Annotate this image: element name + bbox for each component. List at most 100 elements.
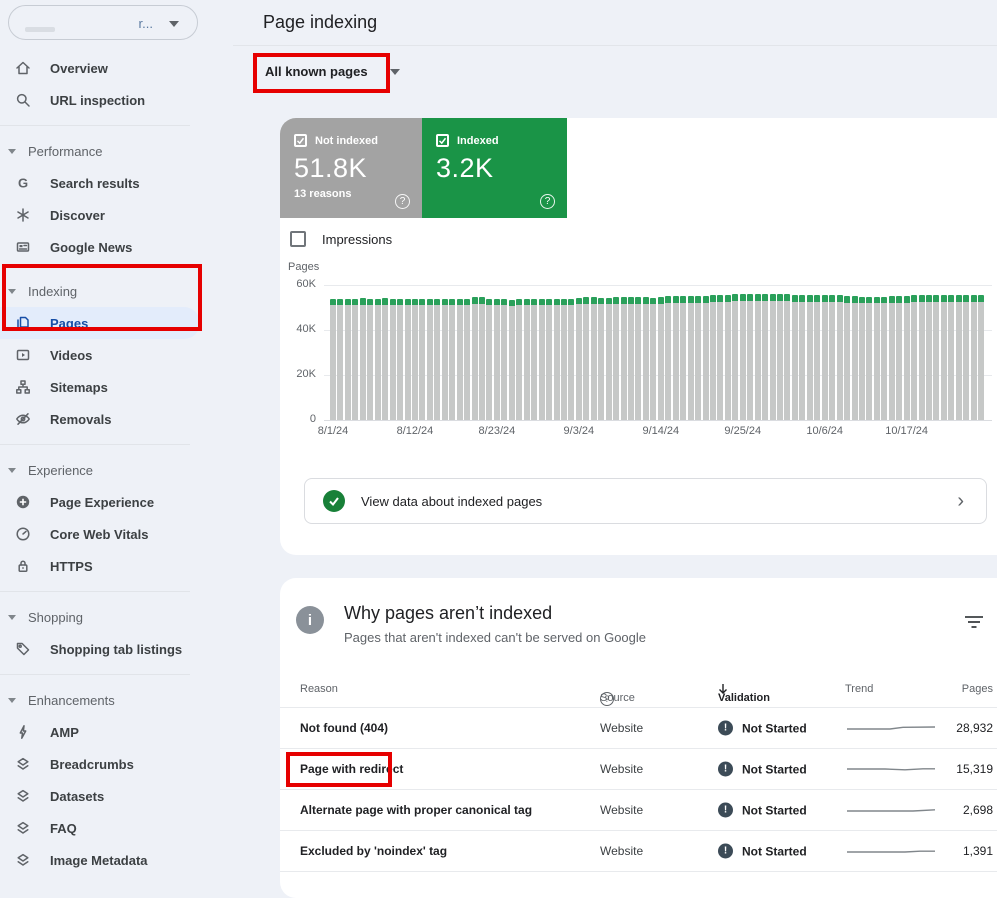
x-tick-label: 8/12/24	[397, 425, 434, 437]
property-selector[interactable]: r...	[8, 5, 198, 40]
chevron-down-icon	[169, 21, 179, 27]
not-indexed-panel: i Why pages aren’t indexed Pages that ar…	[280, 578, 997, 898]
sidebar-item-overview[interactable]: Overview	[0, 52, 233, 84]
sidebar-item-shopping-tab-listings[interactable]: Shopping tab listings	[0, 633, 233, 665]
bar-indexed	[382, 298, 388, 305]
view-indexed-data-button[interactable]: View data about indexed pages ›	[304, 478, 987, 524]
bar-not-indexed	[390, 305, 396, 420]
sidebar-section-indexing[interactable]: Indexing	[0, 275, 233, 307]
sidebar-item-core-web-vitals[interactable]: Core Web Vitals	[0, 518, 233, 550]
sidebar-item-pages[interactable]: Pages	[0, 307, 200, 339]
bar-indexed	[337, 299, 343, 305]
sidebar-item-label: Overview	[50, 61, 108, 76]
table-row-alternate-page-with-proper-canonical-tag[interactable]: Alternate page with proper canonical tag…	[280, 790, 997, 831]
bar-indexed	[777, 294, 783, 301]
bar-indexed	[539, 299, 545, 305]
sidebar-item-label: Videos	[50, 348, 92, 363]
bar-indexed	[762, 294, 768, 301]
table-row-not-found-404[interactable]: Not found (404) Website ! Not Started 28…	[280, 708, 997, 749]
sidebar-item-sitemaps[interactable]: Sitemaps	[0, 371, 233, 403]
chevron-down-icon	[390, 69, 400, 75]
sidebar-item-discover[interactable]: Discover	[0, 199, 233, 231]
layers-icon	[14, 787, 32, 805]
bar-not-indexed	[554, 305, 560, 420]
sidebar-section-shopping[interactable]: Shopping	[0, 601, 233, 633]
bar-not-indexed	[509, 306, 515, 420]
impressions-toggle[interactable]: Impressions	[290, 231, 392, 247]
bar-not-indexed	[866, 303, 872, 420]
sidebar-item-label: Removals	[50, 412, 111, 427]
sidebar-section-experience[interactable]: Experience	[0, 454, 233, 486]
sidebar-item-url-inspection[interactable]: URL inspection	[0, 84, 233, 116]
bar-not-indexed	[628, 304, 634, 420]
bar-indexed	[412, 299, 418, 305]
bar-indexed	[635, 297, 641, 304]
source-cell: Website	[600, 844, 643, 858]
col-validation-sort[interactable]: Validation	[718, 683, 728, 695]
scope-dropdown[interactable]: All known pages	[265, 64, 400, 79]
sidebar-section-enhancements[interactable]: Enhancements	[0, 684, 233, 716]
bar-not-indexed	[382, 305, 388, 420]
source-cell: Website	[600, 762, 643, 776]
sidebar-item-amp[interactable]: AMP	[0, 716, 233, 748]
bar-not-indexed	[919, 302, 925, 420]
indexed-tile[interactable]: Indexed 3.2K ?	[422, 118, 567, 218]
speedometer-icon	[14, 525, 32, 543]
sidebar: r... Overview URL inspection PerformanceGS…	[0, 0, 233, 853]
sidebar-section-performance[interactable]: Performance	[0, 135, 233, 167]
not-indexed-tile[interactable]: Not indexed 51.8K 13 reasons ?	[280, 118, 422, 218]
bar-not-indexed	[464, 305, 470, 420]
bar-not-indexed	[486, 305, 492, 420]
filter-icon[interactable]	[962, 610, 986, 634]
bar-indexed	[941, 295, 947, 302]
help-icon[interactable]: ?	[395, 194, 410, 209]
table-row-excluded-by-noindex-tag[interactable]: Excluded by 'noindex' tag Website ! Not …	[280, 831, 997, 872]
bar-not-indexed	[457, 305, 463, 420]
pages-count-cell: 15,319	[920, 762, 993, 776]
bar-indexed	[405, 299, 411, 305]
bar-not-indexed	[524, 305, 530, 420]
bar-indexed	[434, 299, 440, 305]
sidebar-divider	[0, 125, 190, 126]
help-icon[interactable]: ?	[600, 692, 614, 706]
bar-not-indexed	[978, 302, 984, 420]
home-icon	[14, 59, 32, 77]
sidebar-item-removals[interactable]: Removals	[0, 403, 233, 435]
sidebar-item-label: Pages	[50, 316, 88, 331]
bar-indexed	[516, 299, 522, 305]
sidebar-item-datasets[interactable]: Datasets	[0, 780, 233, 812]
sidebar-item-breadcrumbs[interactable]: Breadcrumbs	[0, 748, 233, 780]
pages-count-cell: 2,698	[920, 803, 993, 817]
bar-indexed	[911, 295, 917, 302]
bar-not-indexed	[494, 305, 500, 420]
news-icon	[14, 238, 32, 256]
sidebar-item-search-results[interactable]: GSearch results	[0, 167, 233, 199]
sidebar-item-label: FAQ	[50, 821, 77, 836]
bar-not-indexed	[472, 304, 478, 420]
bar-indexed	[494, 299, 500, 305]
sidebar-item-https[interactable]: HTTPS	[0, 550, 233, 582]
gridline	[324, 420, 992, 421]
bar-indexed	[576, 298, 582, 304]
table-row-page-with-redirect[interactable]: Page with redirect Website ! Not Started…	[280, 749, 997, 790]
bar-indexed	[501, 299, 507, 305]
sidebar-item-label: URL inspection	[50, 93, 145, 108]
sidebar-item-faq[interactable]: FAQ	[0, 812, 233, 844]
sidebar-item-videos[interactable]: Videos	[0, 339, 233, 371]
bar-indexed	[472, 297, 478, 304]
reason-cell: Alternate page with proper canonical tag	[300, 803, 532, 817]
bar-not-indexed	[956, 302, 962, 420]
bar-indexed	[844, 296, 850, 303]
sidebar-item-google-news[interactable]: Google News	[0, 231, 233, 263]
bar-indexed	[397, 299, 403, 305]
col-pages: Pages	[920, 683, 993, 695]
sidebar-item-page-experience[interactable]: Page Experience	[0, 486, 233, 518]
help-icon[interactable]: ?	[540, 194, 555, 209]
collapse-triangle-icon	[8, 468, 16, 473]
sidebar-item-image-metadata[interactable]: Image Metadata	[0, 844, 233, 876]
validation-cell: ! Not Started	[718, 721, 807, 736]
bar-not-indexed	[598, 304, 604, 420]
bar-not-indexed	[479, 304, 485, 420]
bar-indexed	[352, 299, 358, 305]
bar-indexed	[598, 298, 604, 304]
